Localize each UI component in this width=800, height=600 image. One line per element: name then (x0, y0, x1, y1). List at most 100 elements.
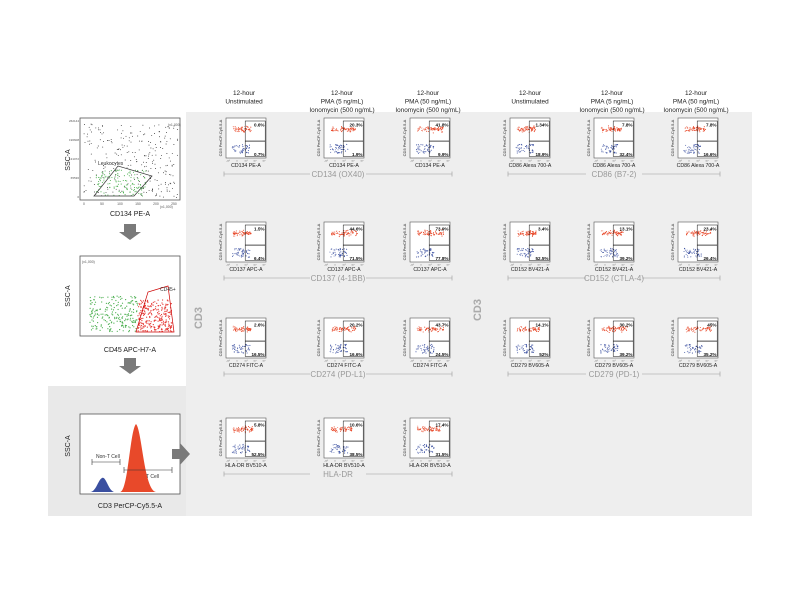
cd3-pos-event (424, 230, 426, 232)
cd3-pos-event (537, 327, 539, 329)
lower-gate-percent: 35.2% (703, 352, 716, 357)
cd3-neg-event (531, 344, 533, 346)
cd3-pos-event (437, 129, 439, 131)
xtick-label: 0 (334, 361, 336, 363)
contour-ring (330, 328, 336, 333)
cd45-neg-dot (113, 297, 115, 299)
event-dot (97, 145, 99, 147)
cd45-neg-dot (116, 317, 118, 319)
event-dot (162, 196, 164, 198)
cd45-pos-dot (165, 303, 167, 305)
event-dot (160, 191, 162, 193)
event-dot (103, 141, 104, 143)
cd3-neg-event (427, 348, 429, 350)
cd45-neg-dot (96, 316, 99, 318)
cd3-neg-event (431, 343, 433, 345)
event-dot (164, 135, 166, 137)
cd45-neg-dot (106, 309, 108, 311)
cd45-neg-dot (90, 303, 92, 305)
cd3-neg-event (694, 143, 696, 146)
cd3-neg-event (231, 348, 234, 350)
cd3-neg-event (525, 254, 528, 256)
event-dot (123, 137, 125, 139)
cd3-neg-event (532, 145, 534, 147)
event-dot (150, 142, 152, 144)
cd3-neg-event (240, 255, 243, 257)
lower-gate (428, 340, 450, 357)
cd3-pos-event (418, 234, 420, 236)
cd3-neg-event (338, 452, 340, 454)
contour-ring (232, 328, 238, 333)
cd45-pos-dot (158, 327, 160, 329)
event-dot (113, 167, 115, 169)
cd3-neg-event (427, 446, 429, 448)
cd3-pos-event (619, 233, 621, 235)
cd3-pos-event (614, 129, 616, 131)
cd45-pos-dot (143, 330, 145, 332)
group-label-bg (310, 170, 366, 178)
cd45-pos-dot (145, 322, 147, 324)
cd45-neg-dot (120, 313, 122, 315)
cd3-neg-event (339, 256, 341, 258)
cd3-pos-event (434, 230, 437, 232)
cd3-pos-event (523, 129, 525, 131)
cd3-pos-event (694, 127, 696, 129)
cd3-pos-event (241, 330, 243, 332)
cd3-pos-event (521, 232, 523, 235)
cd3-pos-event (534, 127, 536, 129)
cd3-pos-event (437, 127, 440, 129)
event-dot (145, 162, 147, 164)
event-dot (160, 183, 162, 185)
event-dot (141, 194, 143, 196)
cd45-pos-dot (141, 301, 143, 304)
lower-gate-percent: 16.6% (703, 152, 716, 157)
cd3-neg-event (329, 144, 331, 146)
cd3-neg-event (527, 147, 529, 149)
xtick-label: 0 (520, 161, 522, 163)
event-dot (168, 184, 169, 186)
event-dot (155, 195, 156, 197)
cd45-neg-dot (95, 309, 97, 311)
event-dot (93, 184, 95, 186)
cd3-pos-event (524, 326, 526, 329)
xtick-label: -10³ (594, 360, 598, 363)
cd3-neg-event (241, 254, 243, 256)
cd3-neg-event (691, 352, 693, 354)
leukocyte-dot (133, 184, 135, 186)
cd3-neg-event (526, 349, 528, 351)
cd3-pos-event (441, 235, 443, 237)
xtick-label: 10⁴ (537, 265, 540, 267)
cd3-neg-event (245, 344, 247, 346)
cd3-pos-event (699, 326, 701, 329)
contour-ring (514, 230, 524, 238)
cd3-neg-event (419, 444, 421, 446)
cd3-neg-event (612, 256, 614, 258)
event-dot (166, 153, 168, 154)
cd3-neg-event (425, 151, 427, 153)
xtick-label: 10⁵ (262, 265, 265, 267)
cd45-pos-dot (167, 315, 169, 317)
leukocyte-dot (128, 172, 130, 174)
cd3-neg-event (516, 253, 518, 255)
leukocyte-dot (144, 181, 146, 183)
cd3-pos-event (340, 429, 343, 431)
event-dot (147, 170, 149, 172)
xtick-label: 0 (334, 161, 336, 163)
cd3-pos-event (241, 428, 243, 430)
cd3-pos-event (241, 126, 243, 128)
cd3-neg-event (525, 343, 528, 346)
upper-gate-percent: 43.7% (435, 323, 448, 328)
cd3-pos-event (430, 235, 432, 237)
cd3-pos-event (345, 430, 347, 433)
contour-ring (601, 251, 607, 255)
cd3-pos-event (346, 327, 349, 329)
cd45-neg-dot (96, 313, 98, 315)
cd3-neg-event (242, 348, 244, 350)
cd3-neg-event (341, 148, 343, 150)
cd45-neg-dot (114, 318, 116, 320)
cd45-neg-dot (122, 322, 124, 324)
cd3-pos-event (621, 329, 623, 331)
event-dot (151, 190, 153, 191)
